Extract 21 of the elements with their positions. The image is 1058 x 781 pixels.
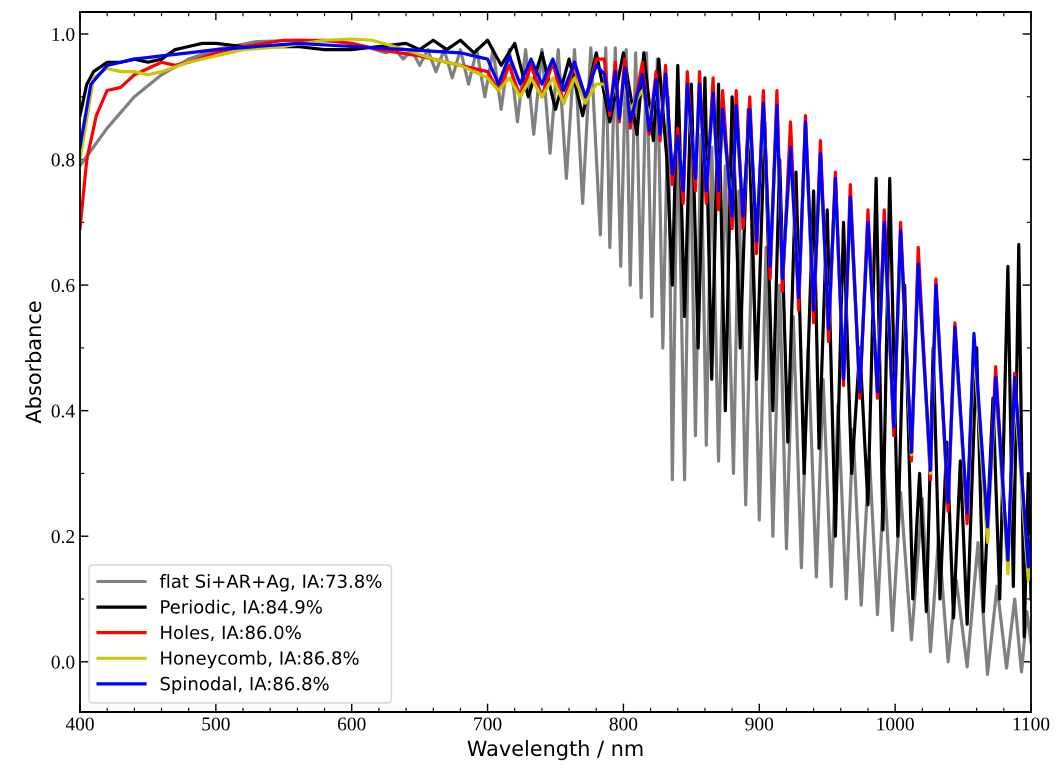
- y-tick-label: 1.0: [52, 27, 75, 41]
- y-tick-label: 0.4: [51, 404, 75, 418]
- y-axis-title: Absorbance: [25, 301, 42, 424]
- x-tick-label: 400: [65, 717, 94, 731]
- x-tick-label: 900: [745, 717, 774, 731]
- legend-label: Holes, IA:86.0%: [161, 625, 301, 642]
- x-axis-title: Wavelength / nm: [467, 740, 643, 761]
- x-tick-label: 600: [337, 717, 366, 731]
- legend-label: Honeycomb, IA:86.8%: [161, 650, 359, 669]
- legend-label: flat Si+AR+Ag, IA:73.8%: [159, 574, 382, 592]
- x-tick-label: 700: [474, 717, 502, 731]
- y-tick-label: 0.0: [51, 655, 75, 669]
- y-tick-label: 0.6: [51, 278, 75, 293]
- x-tick-label: 1100: [1013, 717, 1050, 731]
- y-tick-label: 0.2: [51, 530, 75, 544]
- y-tick-label: 0.8: [51, 153, 75, 167]
- x-tick-label: 1000: [877, 717, 914, 731]
- x-tick-label: 800: [609, 717, 638, 731]
- legend-label: Periodic, IA:84.9%: [161, 599, 322, 616]
- x-tick-label: 500: [202, 717, 230, 731]
- legend-label: Spinodal, IA:86.8%: [160, 676, 329, 694]
